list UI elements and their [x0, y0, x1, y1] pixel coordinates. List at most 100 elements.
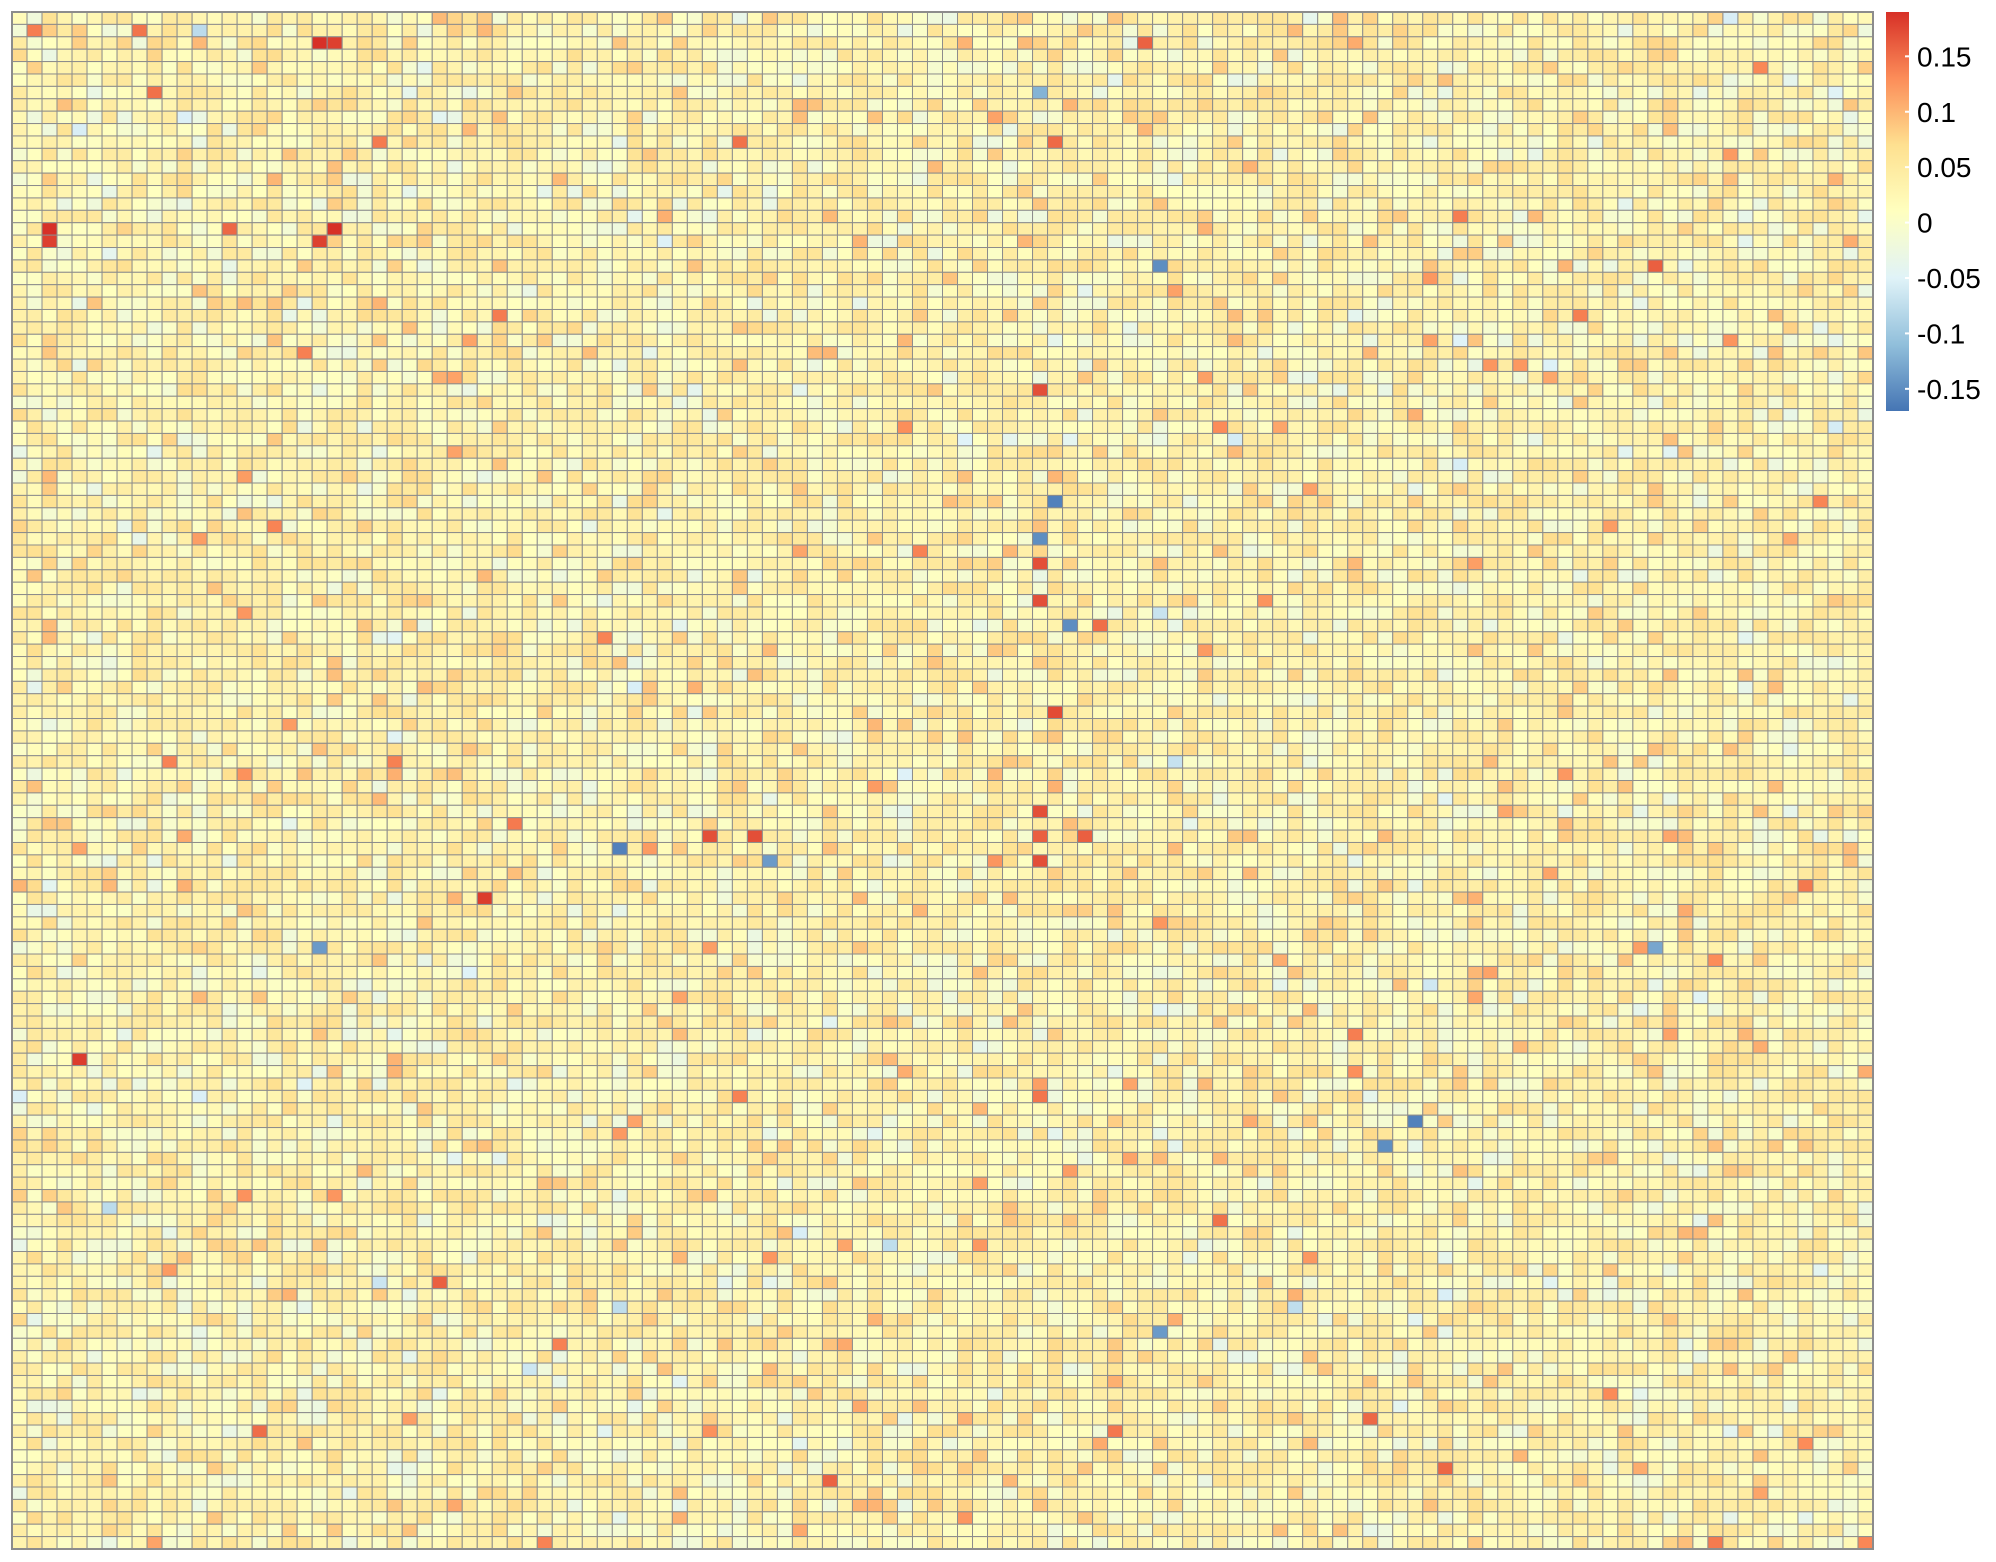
heatmap-cell: [431, 321, 448, 335]
heatmap-cell: [296, 494, 313, 509]
heatmap-cell: [1032, 333, 1049, 348]
heatmap-cell: [1842, 333, 1859, 348]
heatmap-cell: [476, 358, 493, 372]
heatmap-cell: [1182, 296, 1199, 310]
heatmap-cell: [1122, 445, 1139, 459]
heatmap-cell: [716, 370, 733, 385]
heatmap-cell: [296, 395, 313, 410]
heatmap-cell: [821, 135, 838, 149]
heatmap-cell: [1632, 445, 1649, 459]
heatmap-cell: [716, 185, 733, 199]
heatmap-cell: [911, 98, 928, 112]
heatmap-cell: [686, 247, 703, 261]
heatmap-cell: [957, 383, 974, 397]
heatmap-cell: [251, 370, 268, 385]
heatmap-cell: [1617, 61, 1634, 75]
heatmap-cell: [987, 408, 1004, 422]
heatmap-cell: [566, 222, 583, 236]
heatmap-cell: [1857, 85, 1874, 100]
heatmap-cell: [1422, 234, 1439, 249]
heatmap-cell: [1572, 147, 1589, 162]
heatmap-cell: [506, 135, 523, 149]
heatmap-cell: [236, 370, 253, 385]
heatmap-cell: [1347, 333, 1364, 348]
heatmap-cell: [1677, 73, 1694, 87]
heatmap-cell: [266, 445, 283, 459]
heatmap-cell: [1317, 494, 1334, 509]
heatmap-cell: [1107, 172, 1124, 187]
heatmap-cell: [942, 296, 959, 310]
heatmap-cell: [716, 247, 733, 261]
heatmap-cell: [1317, 123, 1334, 137]
heatmap-cell: [1167, 482, 1184, 496]
heatmap-cell: [491, 73, 508, 87]
heatmap-cell: [1272, 457, 1289, 472]
heatmap-cell: [191, 408, 208, 422]
heatmap-cell: [1317, 110, 1334, 125]
heatmap-cell: [761, 284, 778, 298]
heatmap-cell: [551, 172, 568, 187]
heatmap-cell: [1137, 209, 1154, 224]
heatmap-cell: [311, 383, 328, 397]
heatmap-cell: [1662, 222, 1679, 236]
heatmap-cell: [1557, 222, 1574, 236]
heatmap-cell: [1017, 160, 1034, 174]
heatmap-cell: [911, 11, 928, 25]
heatmap-cell: [1692, 432, 1709, 447]
heatmap-cell: [836, 482, 853, 496]
heatmap-cell: [1017, 370, 1034, 385]
heatmap-cell: [1107, 494, 1124, 509]
heatmap-cell: [1767, 11, 1784, 25]
heatmap-cell: [1092, 36, 1109, 50]
heatmap-cell: [1782, 209, 1799, 224]
heatmap-cell: [1452, 73, 1469, 87]
heatmap-cell: [551, 147, 568, 162]
heatmap-cell: [26, 395, 43, 410]
heatmap-cell: [1062, 432, 1079, 447]
heatmap-cell: [1302, 457, 1319, 472]
heatmap-cell: [866, 147, 883, 162]
heatmap-cell: [1527, 222, 1544, 236]
heatmap-cell: [1257, 395, 1274, 410]
heatmap-cell: [401, 395, 418, 410]
heatmap-cell: [987, 308, 1004, 323]
heatmap-cell: [1122, 333, 1139, 348]
heatmap-cell: [1617, 147, 1634, 162]
heatmap-cell: [866, 11, 883, 25]
heatmap-cell: [866, 160, 883, 174]
heatmap-cell: [551, 48, 568, 63]
heatmap-cell: [1182, 395, 1199, 410]
heatmap-cell: [236, 470, 253, 484]
heatmap-cell: [1002, 457, 1019, 472]
heatmap-cell: [926, 98, 943, 112]
heatmap-cell: [416, 36, 433, 50]
heatmap-cell: [1827, 197, 1844, 211]
heatmap-cell: [1332, 160, 1349, 174]
heatmap-cell: [671, 123, 688, 137]
heatmap-cell: [521, 333, 538, 348]
heatmap-cell: [1347, 308, 1364, 323]
heatmap-cell: [1467, 432, 1484, 447]
heatmap-cell: [101, 308, 118, 323]
heatmap-cell: [146, 172, 163, 187]
heatmap-cell: [1437, 321, 1454, 335]
heatmap-cell: [101, 172, 118, 187]
heatmap-cell: [1242, 73, 1259, 87]
heatmap-cell: [1857, 470, 1874, 484]
heatmap-cell: [11, 457, 28, 472]
heatmap-cell: [1257, 11, 1274, 25]
heatmap-cell: [671, 36, 688, 50]
heatmap-cell: [1047, 470, 1064, 484]
heatmap-cell: [1662, 234, 1679, 249]
heatmap-cell: [686, 321, 703, 335]
heatmap-cell: [1227, 98, 1244, 112]
heatmap-cell: [386, 507, 403, 521]
heatmap-cell: [1422, 271, 1439, 286]
heatmap-cell: [581, 408, 598, 422]
heatmap-cell: [1752, 370, 1769, 385]
heatmap-cell: [926, 48, 943, 63]
heatmap-cell: [11, 160, 28, 174]
heatmap-cell: [476, 197, 493, 211]
heatmap-cell: [1017, 85, 1034, 100]
heatmap-cell: [116, 494, 133, 509]
